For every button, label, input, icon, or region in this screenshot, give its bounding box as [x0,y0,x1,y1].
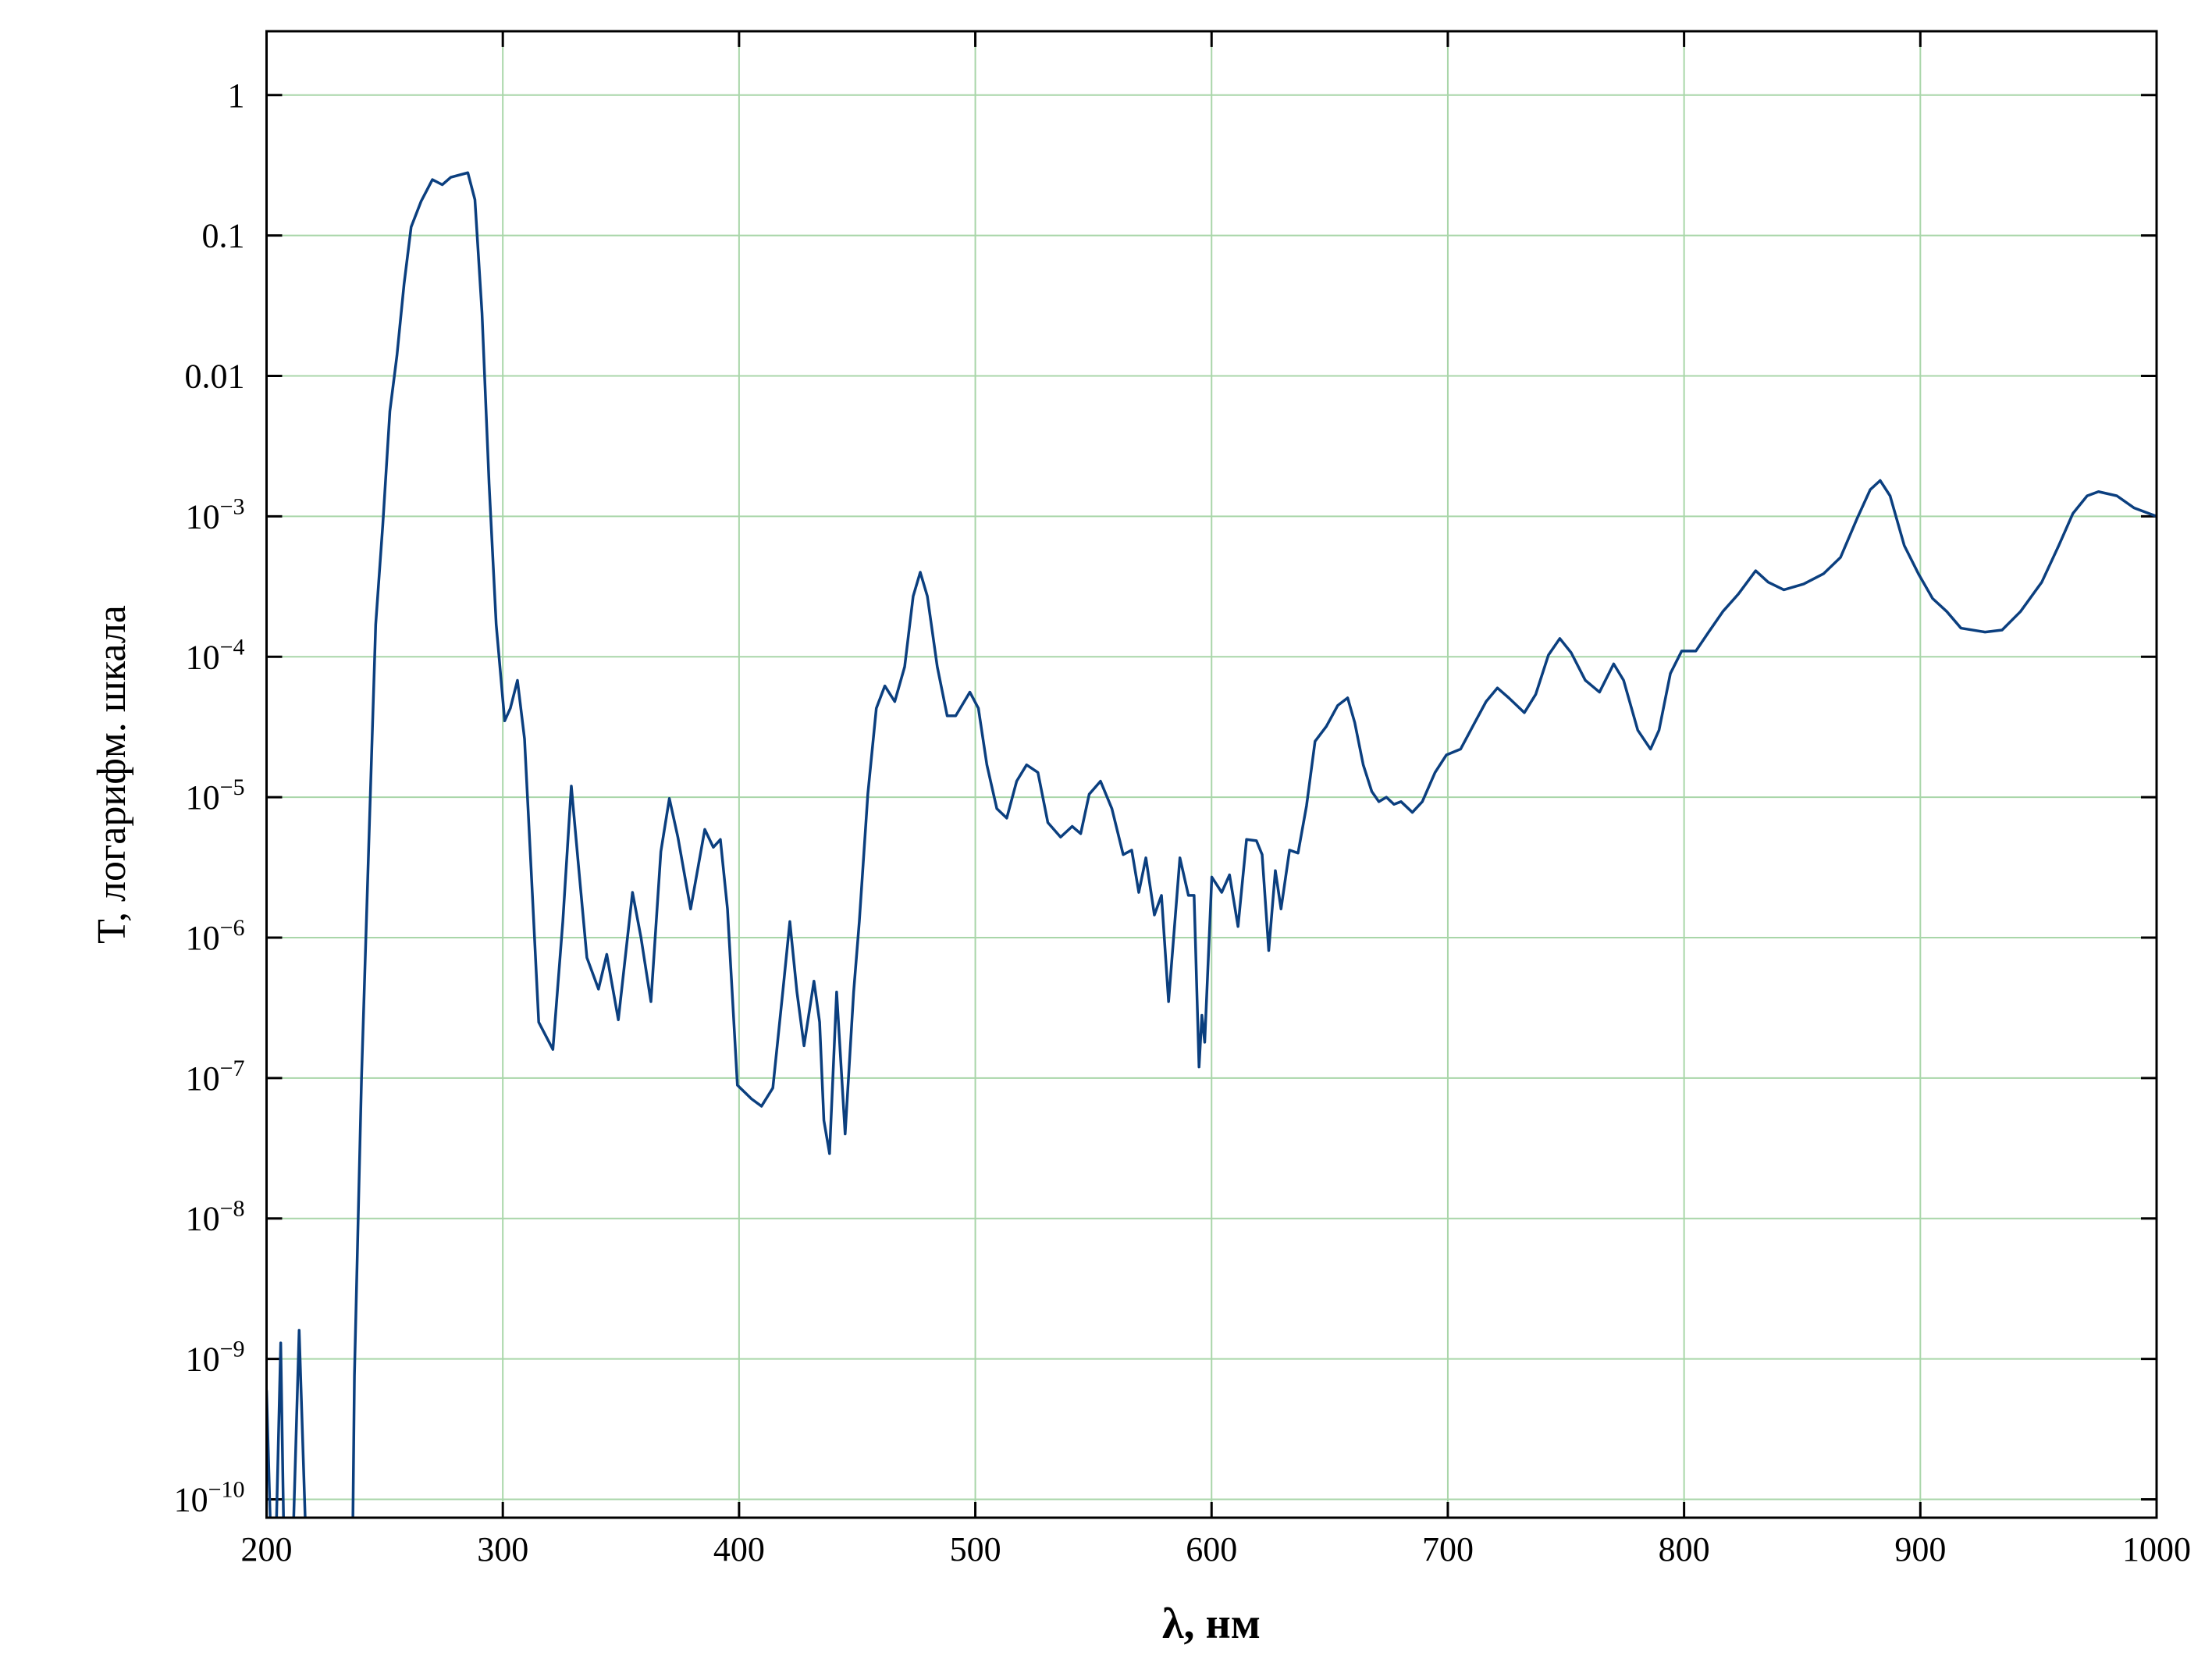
y-tick-label: 10−4 [186,634,245,676]
y-tick-label: 10−9 [186,1337,245,1379]
data-line [266,171,2157,1518]
x-axis-label: λ, нм [1162,1600,1261,1648]
plot-frame [265,30,2158,1519]
x-tick-label: 600 [1186,1530,1237,1568]
y-tick-label: 1 [228,77,245,115]
y-tick-label: 10−8 [186,1196,245,1238]
y-axis-label: T, логарифм. шкала [90,605,134,944]
x-tick-label: 400 [713,1530,765,1568]
y-tick-label: 0.1 [202,217,245,255]
y-tick-label: 10−5 [186,774,245,817]
y-tick-label: 0.01 [185,358,245,396]
plot-area [266,171,2157,1518]
x-tick-label: 200 [241,1530,293,1568]
x-tick-label: 800 [1659,1530,1710,1568]
y-tick-label: 10−7 [186,1056,245,1098]
y-tick-label: 10−10 [174,1476,245,1518]
x-tick-label: 300 [477,1530,528,1568]
y-tick-label: 10−6 [186,915,245,957]
x-tick-label: 500 [950,1530,1001,1568]
x-tick-label: 900 [1894,1530,1946,1568]
x-tick-label: 700 [1422,1530,1474,1568]
y-tick-label: 10−3 [186,493,245,536]
x-tick-label: 1000 [2122,1530,2191,1568]
